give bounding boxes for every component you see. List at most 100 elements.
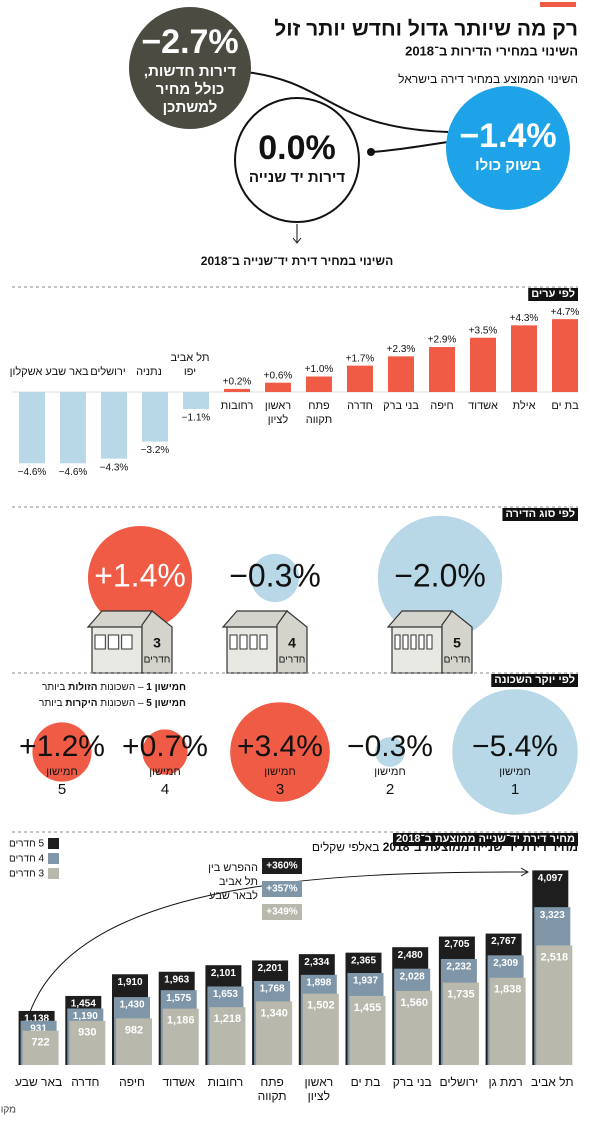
bar bbox=[209, 1007, 246, 1065]
value-label: 1,910 bbox=[117, 977, 142, 988]
overview-circle bbox=[129, 7, 251, 129]
value-label: +1.0% bbox=[305, 364, 334, 375]
value-label: 4,097 bbox=[538, 873, 563, 884]
value-label: 1,430 bbox=[119, 1000, 144, 1011]
bar bbox=[349, 995, 386, 1065]
category-label: 2 bbox=[386, 781, 394, 798]
note-part: חמישון 5 bbox=[146, 698, 186, 709]
section-title: מחיר דירת יד־שנייה ממוצעת ב־2018 bbox=[396, 833, 575, 845]
connector bbox=[371, 141, 449, 153]
house-window bbox=[394, 634, 401, 650]
category-label: חיפה bbox=[119, 1075, 145, 1089]
overview-label: דירות חדשות, bbox=[144, 63, 236, 80]
value-label: 982 bbox=[125, 1024, 143, 1036]
note: חמישון 5 – השכונות היקרות ביותר bbox=[39, 698, 186, 709]
category-label: 5 bbox=[453, 635, 461, 651]
value-label: 1,575 bbox=[166, 993, 191, 1004]
section-title: לפי ערים bbox=[531, 287, 575, 300]
category-prefix: חמישון bbox=[46, 766, 77, 778]
note-part: היקרות bbox=[65, 698, 97, 709]
value-label: −0.3% bbox=[229, 557, 321, 593]
bar bbox=[162, 1008, 199, 1065]
bar bbox=[224, 388, 250, 392]
section-title-bg bbox=[528, 288, 578, 301]
category-label: אשקלון bbox=[10, 365, 43, 378]
house-window bbox=[402, 634, 409, 650]
subtitle: השינוי במחירי הדירות ב־2018 bbox=[405, 43, 578, 58]
bar bbox=[536, 945, 573, 1065]
value-label: 2,480 bbox=[398, 950, 423, 961]
category-label: 4 bbox=[288, 635, 296, 651]
category-label: באר שבע bbox=[45, 366, 89, 378]
value-label: 2,365 bbox=[351, 955, 376, 966]
house-icon bbox=[221, 610, 308, 674]
house-window bbox=[121, 634, 133, 650]
bubble bbox=[375, 737, 405, 767]
category-label: אשדוד bbox=[468, 400, 498, 412]
value-label: 1,190 bbox=[73, 1011, 98, 1022]
annotation-text: תל אביב bbox=[219, 875, 258, 888]
category-label: בת ים bbox=[551, 400, 579, 412]
house-icon bbox=[386, 610, 473, 674]
legend-swatch bbox=[48, 838, 59, 849]
house-window bbox=[259, 634, 268, 650]
category-label: 4 bbox=[161, 781, 169, 798]
intro: השינוי הממוצע במחיר דירה בישראל bbox=[398, 72, 578, 86]
value-label: 1,963 bbox=[164, 974, 189, 985]
title-text: מחיר דירת יד־שנייה ממוצעת ב־2018 bbox=[383, 840, 578, 854]
category-label: 3 bbox=[153, 635, 161, 651]
category-label: תל אביב יפו bbox=[171, 351, 210, 378]
title: רק מה שיותר גדול וחדש יותר זול bbox=[274, 18, 578, 41]
overview-circle bbox=[234, 97, 360, 223]
value-label: +4.3% bbox=[510, 313, 539, 324]
category-prefix: חמישון bbox=[264, 766, 295, 778]
value-label: −4.6% bbox=[59, 467, 88, 478]
bar bbox=[347, 365, 373, 392]
value-label: 931 bbox=[30, 1023, 47, 1034]
annotation-text: לבאר שבע bbox=[209, 889, 258, 902]
legend-swatch bbox=[48, 853, 59, 864]
category-unit: חדרים bbox=[144, 655, 171, 666]
bar bbox=[511, 325, 537, 392]
value-label: 2,705 bbox=[444, 939, 469, 950]
bubble bbox=[32, 722, 92, 782]
bar bbox=[396, 990, 433, 1065]
house-side bbox=[441, 610, 473, 674]
value-label: 1,340 bbox=[260, 1007, 288, 1019]
category-label: תל אביב bbox=[531, 1075, 574, 1089]
section-title-bg bbox=[392, 833, 578, 846]
bar bbox=[116, 1018, 152, 1065]
overview-label: למשתכן bbox=[163, 99, 218, 116]
value-label: 2,309 bbox=[493, 958, 518, 969]
value-label: −5.4% bbox=[472, 730, 558, 763]
value-label: 2,518 bbox=[541, 951, 569, 963]
house-window bbox=[107, 634, 120, 650]
category-label: רמת גן bbox=[489, 1075, 523, 1089]
category-label: חדרה bbox=[347, 400, 373, 412]
section-title: לפי יוקר השכונה bbox=[494, 673, 575, 686]
category-label: ראשון לציון bbox=[304, 1075, 333, 1103]
value-label: 722 bbox=[31, 1037, 49, 1049]
value-label: 1,653 bbox=[213, 989, 238, 1000]
category-label: באר שבע bbox=[15, 1075, 62, 1089]
chart-title: מחיר דירת יד־שנייה ממוצעת ב־2018 באלפי ש… bbox=[312, 840, 578, 854]
bubble bbox=[87, 525, 193, 631]
value-label: +3.4% bbox=[237, 730, 323, 763]
note-part: חמישון 1 bbox=[146, 682, 186, 693]
arrow-head bbox=[292, 237, 302, 244]
value-label: 1,735 bbox=[447, 988, 475, 1000]
annotation-text: ההפרש בין bbox=[208, 862, 258, 874]
house-icon bbox=[86, 610, 173, 674]
category-label: אשדוד bbox=[162, 1075, 195, 1089]
house-window bbox=[410, 634, 417, 650]
annotation-label: +349% bbox=[266, 907, 298, 918]
overview-value: −1.4% bbox=[459, 117, 556, 155]
connector-dot bbox=[367, 148, 375, 156]
bubble bbox=[250, 553, 300, 603]
category-label: נתניה bbox=[136, 366, 162, 378]
bubble bbox=[452, 689, 578, 815]
bar bbox=[101, 392, 127, 459]
category-label: חיפה bbox=[430, 400, 454, 412]
annotation-label: +357% bbox=[266, 884, 298, 895]
value-label: 1,937 bbox=[353, 976, 378, 987]
